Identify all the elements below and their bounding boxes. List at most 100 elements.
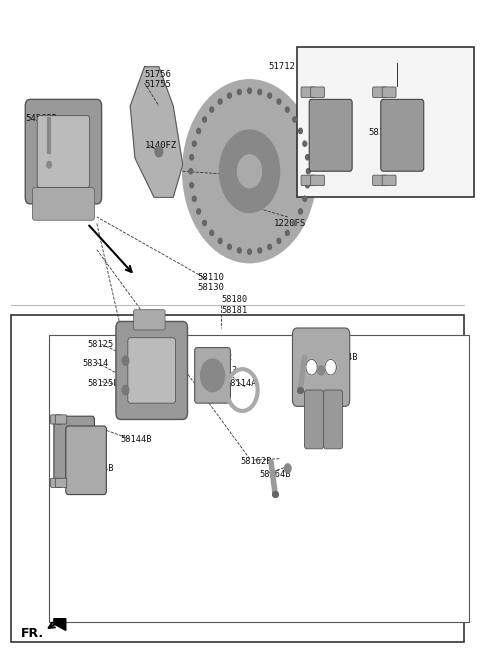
FancyBboxPatch shape	[382, 175, 396, 186]
Polygon shape	[54, 619, 66, 630]
Circle shape	[306, 359, 317, 375]
Text: 58162B: 58162B	[240, 457, 272, 466]
Circle shape	[277, 238, 281, 243]
FancyBboxPatch shape	[25, 99, 102, 204]
Circle shape	[122, 356, 129, 365]
Circle shape	[286, 230, 289, 236]
Circle shape	[258, 89, 262, 94]
Circle shape	[293, 117, 297, 122]
Circle shape	[192, 141, 196, 146]
FancyBboxPatch shape	[292, 328, 350, 406]
Text: FR.: FR.	[21, 627, 44, 640]
Circle shape	[306, 155, 309, 160]
Circle shape	[293, 220, 297, 226]
Text: 1140FZ: 1140FZ	[144, 140, 177, 150]
Text: 51712: 51712	[269, 62, 296, 72]
Circle shape	[258, 248, 262, 253]
Circle shape	[190, 155, 193, 160]
Circle shape	[284, 464, 291, 473]
FancyBboxPatch shape	[50, 415, 62, 424]
Bar	[49, 335, 469, 622]
Text: 58110
58130: 58110 58130	[197, 273, 224, 292]
Circle shape	[219, 130, 280, 213]
Circle shape	[122, 386, 129, 395]
Text: 1220FS: 1220FS	[274, 219, 306, 228]
Circle shape	[228, 244, 231, 249]
FancyBboxPatch shape	[324, 390, 343, 449]
Text: 58163B: 58163B	[135, 333, 167, 342]
Circle shape	[248, 88, 252, 93]
FancyBboxPatch shape	[195, 348, 230, 403]
Circle shape	[303, 141, 307, 146]
Circle shape	[197, 209, 201, 214]
Circle shape	[268, 93, 272, 98]
FancyBboxPatch shape	[50, 478, 62, 487]
FancyBboxPatch shape	[33, 188, 95, 220]
Text: 58101B: 58101B	[369, 127, 401, 136]
Text: 51756
51755: 51756 51755	[144, 70, 171, 89]
FancyBboxPatch shape	[301, 175, 315, 186]
Circle shape	[201, 359, 225, 392]
Text: 58114A: 58114A	[226, 379, 257, 388]
Text: 58113: 58113	[211, 366, 238, 375]
Bar	[297, 47, 474, 197]
Circle shape	[238, 155, 262, 188]
Circle shape	[268, 244, 272, 249]
Polygon shape	[130, 67, 183, 197]
Circle shape	[277, 99, 281, 104]
FancyBboxPatch shape	[55, 415, 67, 424]
FancyBboxPatch shape	[382, 87, 396, 97]
Circle shape	[238, 89, 241, 94]
Text: 58112: 58112	[206, 353, 233, 362]
FancyBboxPatch shape	[372, 175, 386, 186]
FancyBboxPatch shape	[37, 115, 90, 188]
Circle shape	[210, 107, 214, 112]
FancyBboxPatch shape	[116, 321, 188, 419]
Text: 58125F: 58125F	[87, 379, 119, 388]
Circle shape	[190, 182, 193, 188]
Circle shape	[318, 366, 324, 375]
FancyBboxPatch shape	[66, 426, 107, 495]
Circle shape	[47, 161, 51, 168]
Circle shape	[286, 107, 289, 112]
Circle shape	[306, 182, 309, 188]
FancyBboxPatch shape	[301, 87, 315, 97]
Circle shape	[197, 129, 201, 134]
Circle shape	[203, 220, 206, 226]
Circle shape	[299, 209, 302, 214]
Circle shape	[248, 249, 252, 255]
Circle shape	[155, 146, 163, 157]
FancyBboxPatch shape	[55, 478, 67, 487]
Circle shape	[183, 80, 316, 262]
FancyBboxPatch shape	[304, 390, 324, 449]
Text: 58180
58181: 58180 58181	[221, 295, 247, 315]
Circle shape	[192, 196, 196, 201]
FancyBboxPatch shape	[309, 99, 352, 171]
Text: 58164B: 58164B	[326, 353, 358, 362]
FancyBboxPatch shape	[133, 310, 165, 330]
Circle shape	[299, 129, 302, 134]
Text: 58161B: 58161B	[297, 340, 329, 349]
Text: 58144B: 58144B	[83, 464, 114, 473]
FancyBboxPatch shape	[311, 175, 324, 186]
Text: 58125: 58125	[87, 340, 114, 349]
Circle shape	[189, 169, 192, 174]
Circle shape	[203, 117, 206, 122]
Circle shape	[303, 196, 307, 201]
Text: 58164B: 58164B	[259, 470, 290, 480]
Circle shape	[306, 169, 310, 174]
FancyBboxPatch shape	[381, 99, 424, 171]
Circle shape	[238, 248, 241, 253]
Circle shape	[228, 93, 231, 98]
Circle shape	[210, 230, 214, 236]
Circle shape	[325, 359, 336, 375]
Text: 58144B: 58144B	[120, 434, 152, 443]
FancyBboxPatch shape	[128, 338, 176, 403]
FancyBboxPatch shape	[54, 416, 95, 485]
Text: 58314: 58314	[83, 359, 109, 369]
Circle shape	[218, 99, 222, 104]
Circle shape	[218, 238, 222, 243]
Bar	[11, 315, 464, 642]
Text: 54562D: 54562D	[25, 114, 58, 123]
FancyBboxPatch shape	[311, 87, 324, 97]
